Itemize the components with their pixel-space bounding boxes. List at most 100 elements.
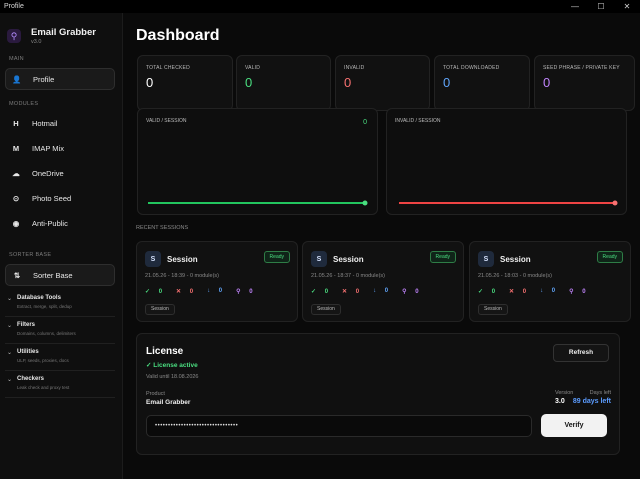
sidebar-item-label: IMAP Mix	[32, 143, 64, 153]
chevron-down-icon: ⌄	[7, 350, 13, 356]
search-icon: ⚲	[7, 29, 21, 43]
sidebar-item-label: Profile	[33, 74, 55, 84]
session-card[interactable]: S Session Ready 21.05.26 - 18:39 - 0 mod…	[136, 241, 298, 322]
section-label-modules: MODULES	[9, 101, 39, 107]
hotmail-icon: H	[13, 118, 19, 128]
session-counters: ✓ 0 ✕ 0 ↓ 0 ⚲ 0	[478, 288, 600, 295]
x-icon: ✕	[176, 289, 182, 295]
sidebar-item-label: Hotmail	[32, 118, 58, 128]
window-controls: — ☐ ✕	[562, 0, 640, 13]
sidebar-item-onedrive[interactable]: ☁ OneDrive	[5, 162, 115, 184]
group-subtitle: Extract, merge, split, dedup	[17, 304, 72, 309]
session-name: Session	[500, 255, 531, 264]
status-badge: Ready	[263, 251, 290, 263]
window-titlebar: Profile — ☐ ✕	[0, 0, 640, 13]
download-icon: ↓	[207, 288, 211, 294]
invalid-count: ✕ 0	[176, 289, 194, 295]
stat-invalid: INVALID 0	[335, 55, 430, 111]
status-badge: Ready	[596, 251, 623, 263]
key-icon: ⚲	[236, 289, 241, 295]
panel-value: 0	[363, 119, 367, 126]
license-key-input[interactable]: ••••••••••••••••••••••••••••••••	[146, 415, 532, 437]
stat-valid: VALID 0	[236, 55, 331, 111]
session-card[interactable]: S Session Ready 21.05.26 - 18:03 - 0 mod…	[469, 241, 631, 322]
stat-label: TOTAL DOWNLOADED	[443, 65, 500, 71]
license-status: ✓ License active	[146, 362, 198, 369]
downloaded-count: ↓ 0	[540, 288, 556, 294]
download-icon: ↓	[540, 288, 544, 294]
session-meta: 21.05.26 - 18:03 - 0 module(s)	[478, 273, 552, 279]
maximize-button[interactable]: ☐	[597, 2, 605, 11]
window-title: Profile	[4, 3, 24, 10]
app-version: v3.0	[31, 39, 42, 45]
stat-value: 0	[543, 75, 551, 90]
session-tag: Session	[145, 304, 175, 315]
stat-label: TOTAL CHECKED	[146, 65, 190, 71]
sidebar-item-label: Photo Seed	[32, 193, 72, 203]
valid-count: ✓ 0	[311, 289, 329, 295]
sidebar-item-photo-seed[interactable]: ⊙ Photo Seed	[5, 187, 115, 209]
refresh-button[interactable]: Refresh	[553, 344, 609, 362]
stat-value: 0	[443, 75, 451, 90]
seed-count: ⚲ 0	[402, 289, 419, 295]
session-tag: Session	[478, 304, 508, 315]
group-subtitle: Domains, columns, delimiters	[17, 331, 76, 336]
download-icon: ↓	[373, 288, 377, 294]
page-title: Dashboard	[136, 27, 220, 44]
product-label: Product	[146, 391, 165, 397]
group-title: Database Tools	[17, 295, 61, 301]
close-button[interactable]: ✕	[623, 2, 631, 11]
group-title: Utilities	[17, 349, 39, 355]
invalid-count: ✕ 0	[342, 289, 360, 295]
version-label: Version	[555, 390, 574, 396]
key-icon: ⚲	[569, 289, 574, 295]
check-icon: ✓	[311, 289, 317, 295]
chevron-down-icon: ⌄	[7, 323, 13, 329]
sidebar-item-profile[interactable]: 👤 Profile	[5, 68, 115, 90]
sidebar-group-utilities[interactable]: ⌄ Utilities ULP, seeds, proxies, docs	[5, 347, 115, 371]
stat-label: VALID	[245, 65, 261, 71]
downloaded-count: ↓ 0	[207, 288, 223, 294]
valid-count: ✓ 0	[478, 289, 496, 295]
group-title: Filters	[17, 322, 36, 328]
check-icon: ✓	[478, 289, 484, 295]
seed-count: ⚲ 0	[236, 289, 253, 295]
section-label-sorter: SORTER BASE	[9, 252, 52, 258]
sidebar-item-imap-mix[interactable]: M IMAP Mix	[5, 137, 115, 159]
sidebar-group-filters[interactable]: ⌄ Filters Domains, columns, delimiters	[5, 320, 115, 344]
sidebar-group-database-tools[interactable]: ⌄ Database Tools Extract, merge, split, …	[5, 293, 115, 317]
downloaded-count: ↓ 0	[373, 288, 389, 294]
sidebar-item-hotmail[interactable]: H Hotmail	[5, 112, 115, 134]
days-left-value: 89 days left	[572, 398, 611, 405]
avatar: S	[311, 251, 327, 267]
stat-total-downloaded: TOTAL DOWNLOADED 0	[434, 55, 530, 111]
chevron-down-icon: ⌄	[7, 377, 13, 383]
avatar: S	[478, 251, 494, 267]
license-valid-until: Valid until 18.08.2026	[146, 374, 199, 380]
stat-value: 0	[344, 75, 352, 90]
verify-button[interactable]: Verify	[541, 414, 607, 437]
key-icon: ⚲	[402, 289, 407, 295]
cloud-icon: ☁	[12, 168, 20, 178]
invalid-count: ✕ 0	[509, 289, 527, 295]
license-panel: License ✓ License active Valid until 18.…	[136, 333, 620, 455]
session-card[interactable]: S Session Ready 21.05.26 - 18:37 - 0 mod…	[302, 241, 464, 322]
sidebar-item-sorter-base[interactable]: ⇅ Sorter Base	[5, 264, 115, 286]
sidebar-group-checkers[interactable]: ⌄ Checkers Leak check and proxy test	[5, 374, 115, 398]
avatar: S	[145, 251, 161, 267]
sidebar-item-anti-public[interactable]: ◉ Anti-Public	[5, 212, 115, 234]
section-label-main: MAIN	[9, 56, 24, 62]
stat-seed-phrase: SEED PHRASE / PRIVATE KEY 0	[534, 55, 635, 111]
sidebar-item-label: OneDrive	[32, 168, 64, 178]
eye-icon: ◉	[12, 218, 20, 228]
status-badge: Ready	[429, 251, 456, 263]
panel-label: INVALID / SESSION	[395, 118, 441, 124]
sort-icon: ⇅	[13, 270, 21, 280]
stat-total-checked: TOTAL CHECKED 0	[137, 55, 233, 111]
group-subtitle: Leak check and proxy test	[17, 385, 70, 390]
invalid-series-point	[612, 200, 618, 206]
valid-line-svg	[148, 200, 368, 206]
minimize-button[interactable]: —	[571, 2, 579, 11]
user-icon: 👤	[12, 74, 22, 84]
stat-label: SEED PHRASE / PRIVATE KEY	[543, 65, 620, 71]
